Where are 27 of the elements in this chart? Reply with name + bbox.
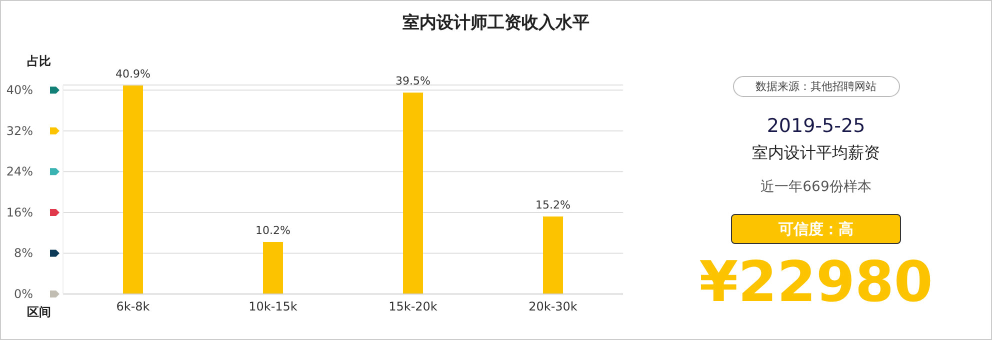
x-axis-title: 区间: [27, 304, 51, 321]
data-label: 39.5%: [396, 74, 430, 88]
text: 可信度：高: [731, 214, 901, 244]
bar: [543, 216, 563, 294]
text: ¥22980: [698, 249, 934, 317]
chart-title: 室内设计师工资收入水平: [402, 12, 590, 34]
y-tick-label: 40%: [6, 83, 33, 98]
y-tick-label: 8%: [14, 246, 33, 260]
data-label: 10.2%: [256, 224, 290, 238]
bar: [123, 86, 143, 294]
data-label: 40.9%: [116, 68, 150, 81]
x-tick-label: 10k-15k: [248, 300, 298, 314]
text: 室内设计平均薪资: [751, 143, 881, 164]
source-note: 数据来源：其他招聘网站: [732, 76, 900, 97]
bar: [263, 242, 283, 294]
y-tick-label: 32%: [6, 124, 33, 138]
x-tick-label: 6k-8k: [116, 300, 150, 314]
bar: [403, 92, 423, 294]
x-tick-label: 15k-20k: [388, 300, 438, 314]
y-tick-label: 16%: [6, 205, 33, 220]
y-axis-title: 占比: [27, 53, 51, 70]
text: 2019-5-25: [766, 115, 866, 137]
y-tick-label: 0%: [14, 287, 33, 301]
text: 近一年669份样本: [760, 178, 872, 196]
data-label: 15.2%: [536, 198, 570, 212]
y-tick-label: 24%: [6, 164, 33, 179]
x-tick-label: 20k-30k: [528, 300, 578, 314]
